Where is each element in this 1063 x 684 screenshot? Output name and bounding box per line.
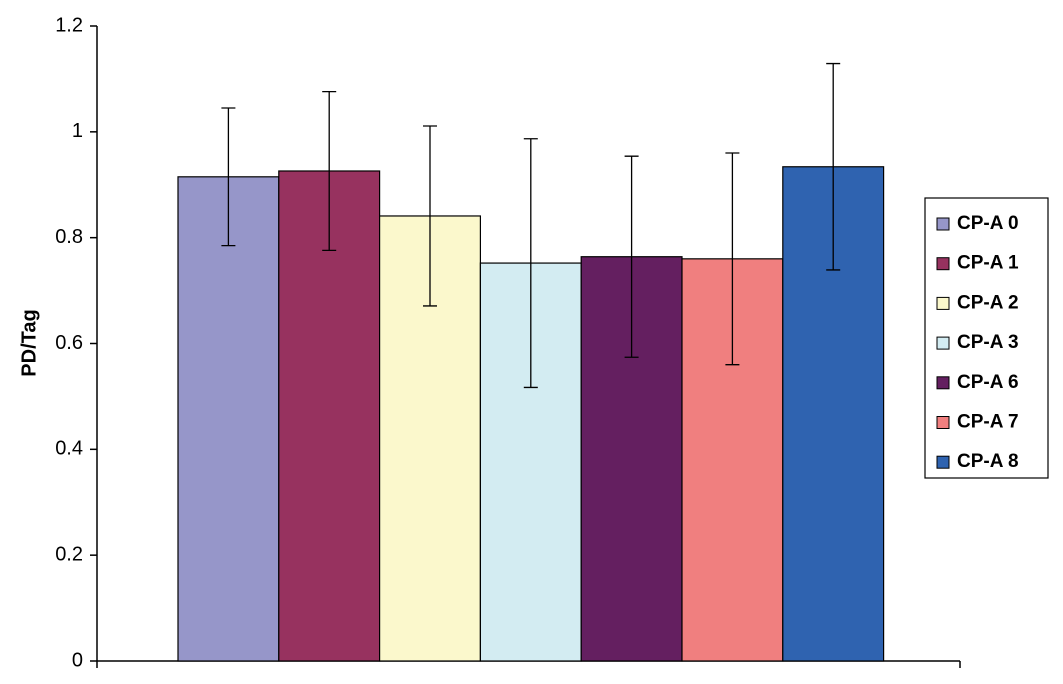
legend-label: CP-A 7 bbox=[957, 412, 1019, 433]
error-bar bbox=[826, 62, 841, 271]
legend-label: CP-A 6 bbox=[957, 372, 1019, 393]
legend-swatch bbox=[936, 376, 950, 390]
legend-swatch bbox=[936, 257, 950, 271]
error-bar bbox=[221, 107, 236, 247]
legend-label: CP-A 8 bbox=[957, 451, 1019, 472]
y-tick-label: 1.2 bbox=[55, 14, 83, 36]
error-bar bbox=[624, 155, 639, 358]
error-bar bbox=[725, 152, 740, 366]
error-bar bbox=[523, 138, 538, 389]
y-tick-label: 1 bbox=[72, 120, 83, 142]
legend-label: CP-A 2 bbox=[957, 292, 1019, 313]
error-bar bbox=[322, 90, 337, 252]
y-tick-label: 0.8 bbox=[55, 226, 83, 248]
y-tick-label: 0 bbox=[72, 649, 83, 671]
y-tick-label: 0.6 bbox=[55, 332, 83, 354]
legend-swatch bbox=[936, 296, 950, 310]
legend-swatch bbox=[936, 336, 950, 350]
error-bar bbox=[423, 125, 437, 307]
legend-label: CP-A 3 bbox=[957, 332, 1019, 353]
bar bbox=[177, 176, 280, 662]
legend-label: CP-A 0 bbox=[957, 213, 1019, 234]
y-tick-label: 0.4 bbox=[55, 438, 83, 460]
legend-swatch bbox=[936, 416, 950, 429]
legend-swatch bbox=[936, 455, 950, 469]
legend-swatch bbox=[936, 217, 950, 231]
y-axis-label: PD/Tag bbox=[18, 309, 40, 376]
legend-label: CP-A 1 bbox=[957, 253, 1019, 274]
y-tick-label: 0.2 bbox=[55, 543, 83, 565]
